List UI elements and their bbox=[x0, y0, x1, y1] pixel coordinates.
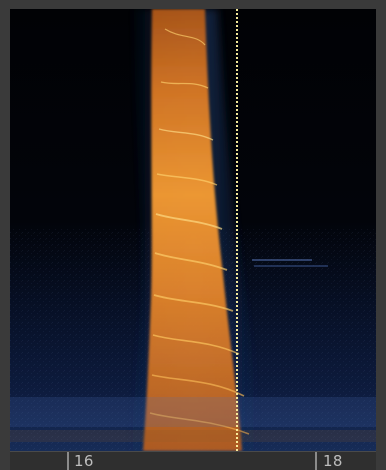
time-tick-18 bbox=[315, 452, 317, 470]
spectrogram-image[interactable] bbox=[10, 9, 376, 451]
spectrogram-panel[interactable] bbox=[10, 9, 376, 451]
time-label-18: 18 bbox=[323, 452, 343, 470]
right-border bbox=[376, 0, 386, 470]
time-axis: 16 18 bbox=[10, 451, 376, 470]
playhead-marker-icon[interactable] bbox=[236, 9, 238, 451]
time-label-16: 16 bbox=[74, 452, 94, 470]
time-tick-16 bbox=[67, 452, 69, 470]
